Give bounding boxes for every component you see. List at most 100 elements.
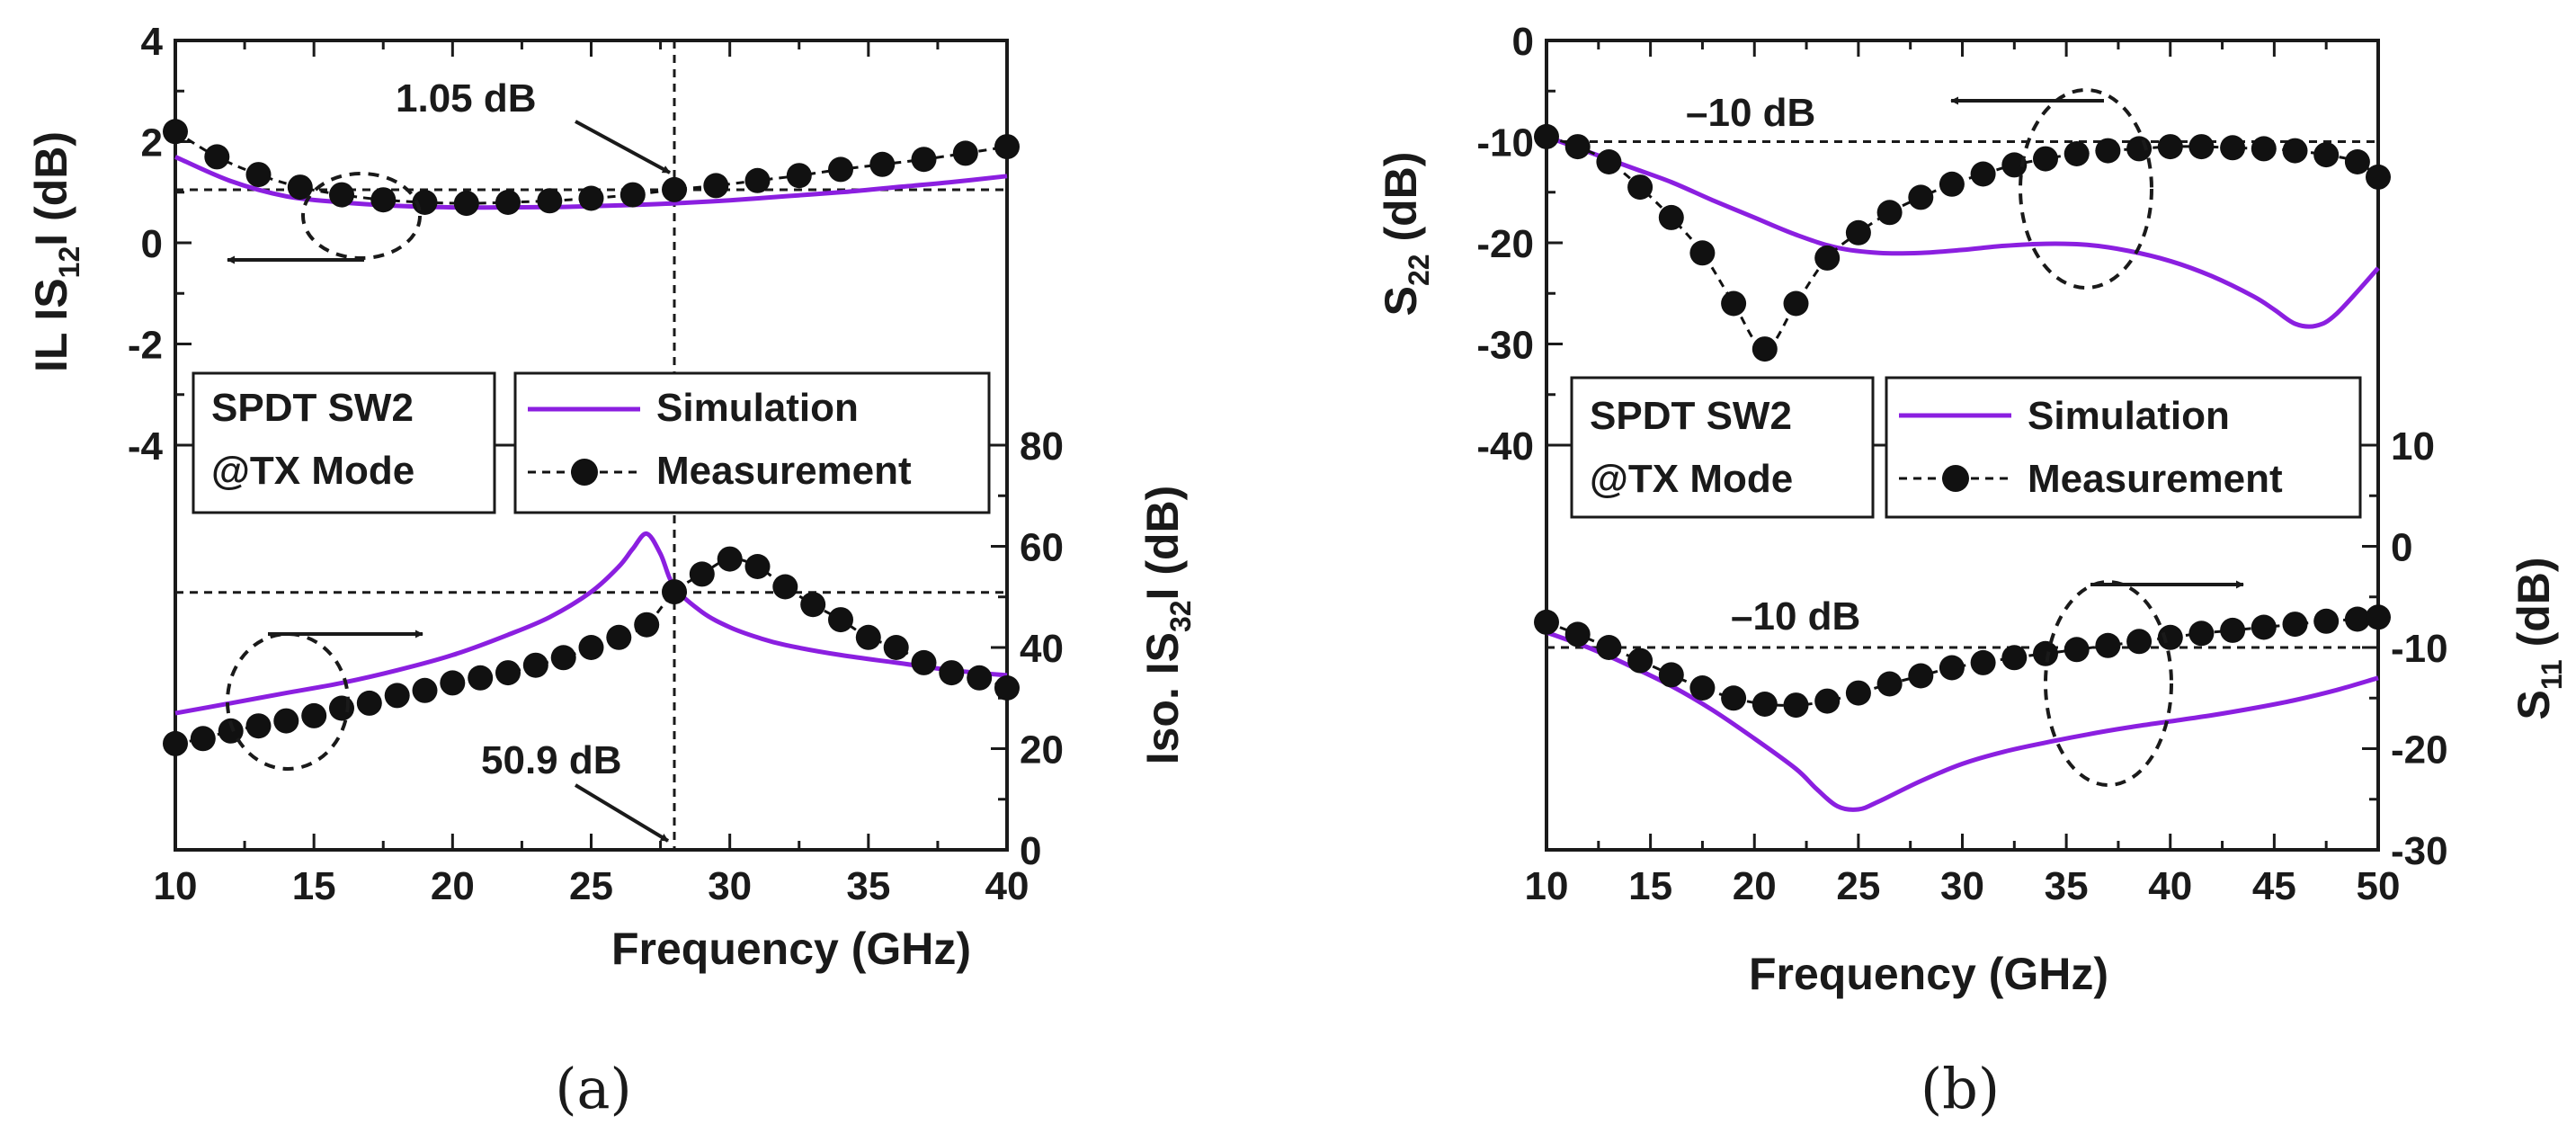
data-point-measurement-insertion-loss [245, 162, 272, 188]
y-tick-label: 0 [1020, 829, 1041, 873]
data-point-measurement-isolation [440, 670, 466, 696]
y-tick-label: 40 [1020, 627, 1064, 671]
x-tick-label: 20 [1733, 864, 1777, 908]
x-tick-label: 10 [1525, 864, 1569, 908]
data-point-measurement-s22 [2001, 152, 2028, 178]
data-point-measurement-insertion-loss [204, 144, 230, 170]
data-point-measurement-insertion-loss [786, 163, 812, 189]
y-tick-label: 20 [1020, 728, 1064, 772]
s22-group-ellipse [2019, 88, 2153, 290]
x-tick-label: 35 [2045, 864, 2089, 908]
data-point-measurement-isolation [855, 624, 881, 650]
y-tick-label: -2 [128, 324, 163, 368]
data-point-measurement-isolation [662, 579, 687, 605]
data-point-measurement-s11 [1564, 621, 1591, 647]
data-point-measurement-isolation [190, 726, 216, 752]
x-tick-label: 20 [431, 864, 475, 908]
data-point-measurement-isolation [329, 695, 354, 721]
data-point-measurement-isolation [828, 607, 853, 633]
panel-b-series [1534, 123, 2391, 812]
x-tick-label: 10 [154, 864, 198, 908]
series-line-simulation-s22 [1546, 134, 2380, 329]
data-point-measurement-insertion-loss [994, 134, 1020, 160]
data-point-measurement-s11 [1970, 649, 1996, 675]
data-point-measurement-s11 [2126, 629, 2153, 655]
data-point-measurement-s22 [2282, 138, 2308, 164]
annotation-s11-minus-10-db: –10 dB [1731, 594, 1860, 638]
x-tick-label: 50 [2357, 864, 2401, 908]
data-point-measurement-s22 [1596, 149, 1622, 174]
legend-b-simulation-label: Simulation [2028, 394, 2230, 438]
panel-b: 10 15 20 25 30 35 40 45 50 -40 -30 -20 -10 0 -30 -20 -10… [1376, 20, 2568, 1121]
data-point-measurement-isolation [356, 690, 382, 716]
data-point-measurement-s11 [2344, 606, 2370, 632]
annotation-1-05-db-arrow [575, 120, 671, 174]
legend-a-measurement-label: Measurement [656, 449, 912, 493]
legend-b-measurement-label: Measurement [2028, 457, 2283, 501]
legend-a-label-line-1: SPDT SW2 [211, 386, 414, 430]
series-line-simulation-s11 [1546, 630, 2379, 812]
data-point-measurement-s22 [1564, 134, 1591, 160]
data-point-measurement-s11 [2251, 614, 2277, 640]
data-point-measurement-s22 [1689, 240, 1716, 266]
y-tick-label: -20 [1476, 222, 1534, 266]
data-point-measurement-s11 [2188, 621, 2215, 647]
data-point-measurement-s22 [1876, 200, 1903, 226]
legend-a-measurement-marker [571, 459, 598, 486]
x-tick-label: 15 [292, 864, 336, 908]
x-tick-label: 15 [1628, 864, 1672, 908]
y-tick-label: -40 [1476, 424, 1534, 469]
legend-a-series-box [513, 371, 991, 514]
panel-a-il-axis-label: IL IS12I (dB) [26, 131, 85, 372]
data-point-measurement-isolation [911, 649, 937, 675]
x-tick-label: 40 [2148, 864, 2192, 908]
data-point-measurement-s11 [1814, 688, 1841, 714]
data-point-measurement-s22 [1845, 219, 1871, 246]
data-point-measurement-isolation [522, 652, 548, 678]
data-point-measurement-isolation [883, 635, 909, 660]
data-point-measurement-s11 [2366, 604, 2391, 630]
data-point-measurement-insertion-loss [703, 173, 729, 199]
data-point-measurement-insertion-loss [828, 156, 853, 183]
iso-group-ellipse [226, 632, 350, 771]
legend-b-label-box [1570, 376, 1875, 519]
data-point-measurement-insertion-loss [662, 176, 687, 202]
data-point-measurement-s22 [1658, 204, 1684, 230]
legend-a-label-box [192, 371, 496, 514]
data-point-measurement-insertion-loss [370, 187, 397, 213]
y-tick-label: 60 [1020, 526, 1064, 570]
data-point-measurement-insertion-loss [619, 182, 646, 208]
legend-b-label-line-2: @TX Mode [1590, 457, 1793, 501]
x-tick-label: 30 [708, 864, 752, 908]
data-point-measurement-insertion-loss [911, 147, 937, 173]
data-point-measurement-isolation [301, 702, 327, 728]
data-point-measurement-isolation [495, 660, 521, 686]
data-point-measurement-insertion-loss [495, 190, 521, 215]
data-point-measurement-isolation [384, 683, 410, 709]
legend-b-label-line-1: SPDT SW2 [1590, 394, 1792, 438]
s11-group-ellipse [2044, 580, 2173, 787]
data-point-measurement-s22 [2251, 136, 2277, 162]
data-point-measurement-insertion-loss [869, 151, 896, 177]
data-point-measurement-s11 [1783, 692, 1809, 719]
data-point-measurement-isolation [744, 554, 771, 579]
y-tick-label: 0 [141, 222, 163, 266]
panel-b-s11-axis-label: S11 (dB) [2509, 557, 2568, 719]
data-point-measurement-isolation [218, 718, 244, 744]
data-point-measurement-isolation [634, 612, 660, 638]
data-point-measurement-isolation [939, 660, 965, 686]
data-point-measurement-s11 [1752, 692, 1778, 717]
data-point-measurement-s22 [1627, 174, 1653, 201]
data-point-measurement-insertion-loss [163, 119, 188, 145]
data-point-measurement-s22 [2095, 138, 2121, 164]
data-point-measurement-insertion-loss [453, 191, 479, 217]
data-point-measurement-s11 [2282, 612, 2308, 638]
data-point-measurement-s22 [1970, 161, 1996, 187]
data-point-measurement-s22 [2063, 141, 2090, 166]
series-line-simulation-isolation [174, 531, 1008, 716]
data-point-measurement-s22 [2313, 142, 2340, 168]
il-group-ellipse [301, 172, 422, 260]
data-point-measurement-insertion-loss [744, 167, 771, 193]
